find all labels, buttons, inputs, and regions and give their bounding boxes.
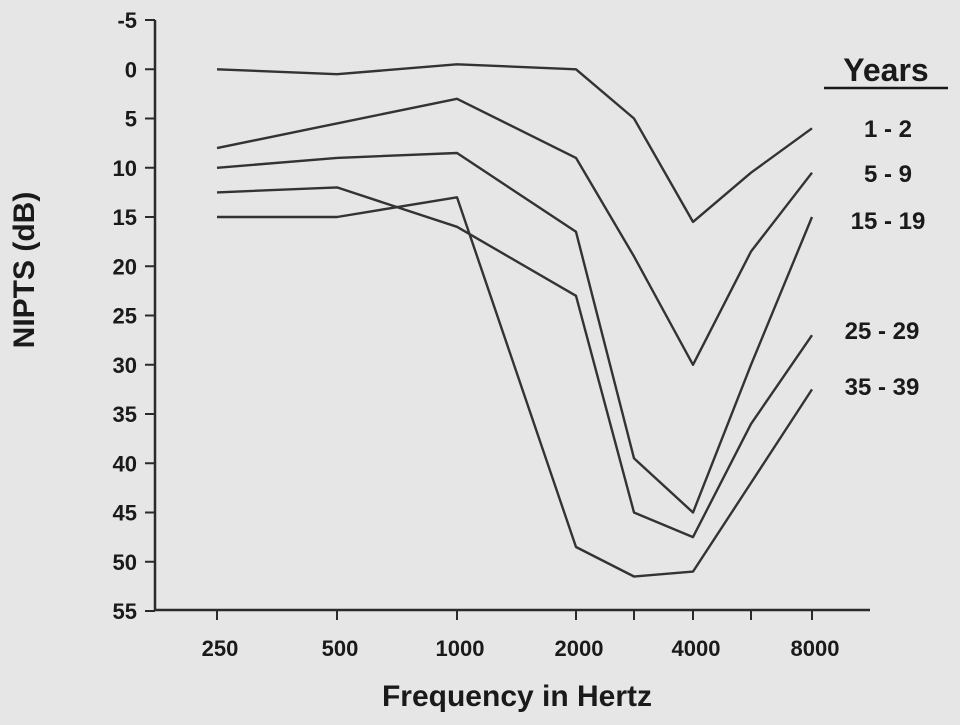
x-tick-label: 4000 xyxy=(672,636,721,661)
y-tick-label: 10 xyxy=(113,156,137,181)
y-tick-label: 15 xyxy=(113,205,137,230)
legend: Years 1 - 2 5 - 9 15 - 19 25 - 29 35 - 39 xyxy=(824,52,948,401)
y-tick-label: 50 xyxy=(113,550,137,575)
y-tick-label: 25 xyxy=(113,304,137,329)
y-tick-label: 5 xyxy=(125,107,137,132)
y-axis-title: NIPTS (dB) xyxy=(8,192,41,349)
tick-labels: -5 0 5 10 15 20 25 30 35 40 45 50 55 250 500 1000 2000 40… xyxy=(113,8,840,661)
series-line-2 xyxy=(216,97,813,366)
series-line-5 xyxy=(217,196,814,578)
y-tick-label: 30 xyxy=(113,353,137,378)
legend-entry-1: 1 - 2 xyxy=(864,116,912,143)
series-lines xyxy=(216,63,814,578)
y-tick-label: 40 xyxy=(113,451,137,476)
series-line-1 xyxy=(216,63,813,224)
x-tick-label: 250 xyxy=(202,636,239,661)
x-tick-label: 8000 xyxy=(791,636,840,661)
y-tick-label: 35 xyxy=(113,402,137,427)
x-axis-title: Frequency in Hertz xyxy=(382,680,652,713)
x-tick-label: 1000 xyxy=(436,636,485,661)
y-tick-label: 0 xyxy=(125,57,137,82)
y-tick-label: -5 xyxy=(117,8,137,33)
series-line-4 xyxy=(216,186,813,539)
y-tick-label: 20 xyxy=(113,254,137,279)
legend-entry-2: 5 - 9 xyxy=(864,161,912,188)
x-tick-label: 500 xyxy=(322,636,359,661)
legend-title: Years xyxy=(843,52,928,88)
legend-entry-4: 25 - 29 xyxy=(845,318,920,345)
legend-entry-3: 15 - 19 xyxy=(851,208,926,235)
x-tick-label: 2000 xyxy=(555,636,604,661)
y-tick-label: 45 xyxy=(113,501,137,526)
axes xyxy=(153,20,870,612)
series-line-3 xyxy=(216,151,814,514)
tick-marks xyxy=(145,19,813,620)
y-tick-label: 55 xyxy=(113,599,137,624)
legend-entry-5: 35 - 39 xyxy=(845,374,920,401)
